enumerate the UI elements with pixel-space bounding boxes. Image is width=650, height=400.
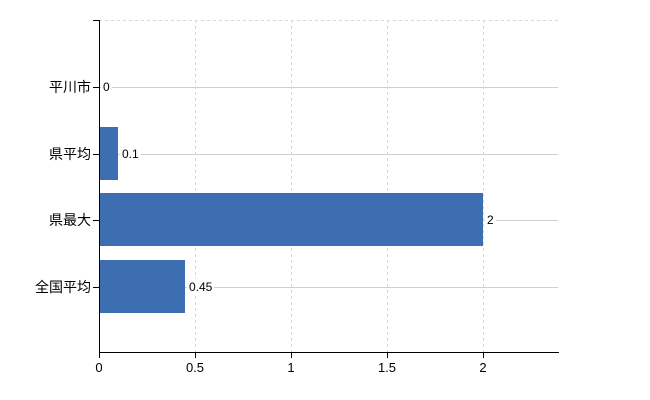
- category-label: 全国平均: [35, 279, 91, 295]
- x-axis-tick: [99, 352, 100, 358]
- value-label: 2: [485, 212, 496, 228]
- y-axis-tick: [93, 20, 99, 21]
- category-label: 県平均: [49, 146, 91, 162]
- plot-top-border: [99, 20, 558, 21]
- bar: [100, 193, 483, 246]
- x-axis-tick: [387, 352, 388, 358]
- y-axis-tick: [93, 154, 99, 155]
- v-gridline: [195, 20, 196, 352]
- value-label: 0.1: [120, 146, 141, 162]
- category-label: 県最大: [49, 212, 91, 228]
- v-gridline: [387, 20, 388, 352]
- x-tick-label: 0.5: [185, 360, 205, 375]
- x-tick-label: 0: [95, 360, 103, 375]
- v-gridline: [483, 20, 484, 352]
- y-axis-tick: [93, 220, 99, 221]
- bar: [100, 260, 185, 313]
- h-gridline: [99, 287, 558, 288]
- value-label: 0.45: [187, 279, 215, 295]
- x-axis-tick: [291, 352, 292, 358]
- bar: [100, 127, 118, 180]
- v-gridline: [291, 20, 292, 352]
- x-axis-line: [99, 352, 559, 353]
- x-axis-tick: [483, 352, 484, 358]
- category-label: 平川市: [49, 79, 91, 95]
- x-tick-label: 1.5: [377, 360, 397, 375]
- x-tick-label: 1: [287, 360, 295, 375]
- h-gridline: [99, 87, 558, 88]
- y-axis-tick: [93, 87, 99, 88]
- h-gridline: [99, 154, 558, 155]
- value-label: 0: [101, 79, 112, 95]
- y-axis-line: [99, 20, 100, 353]
- x-axis-tick: [195, 352, 196, 358]
- x-tick-label: 2: [479, 360, 487, 375]
- y-axis-tick: [93, 287, 99, 288]
